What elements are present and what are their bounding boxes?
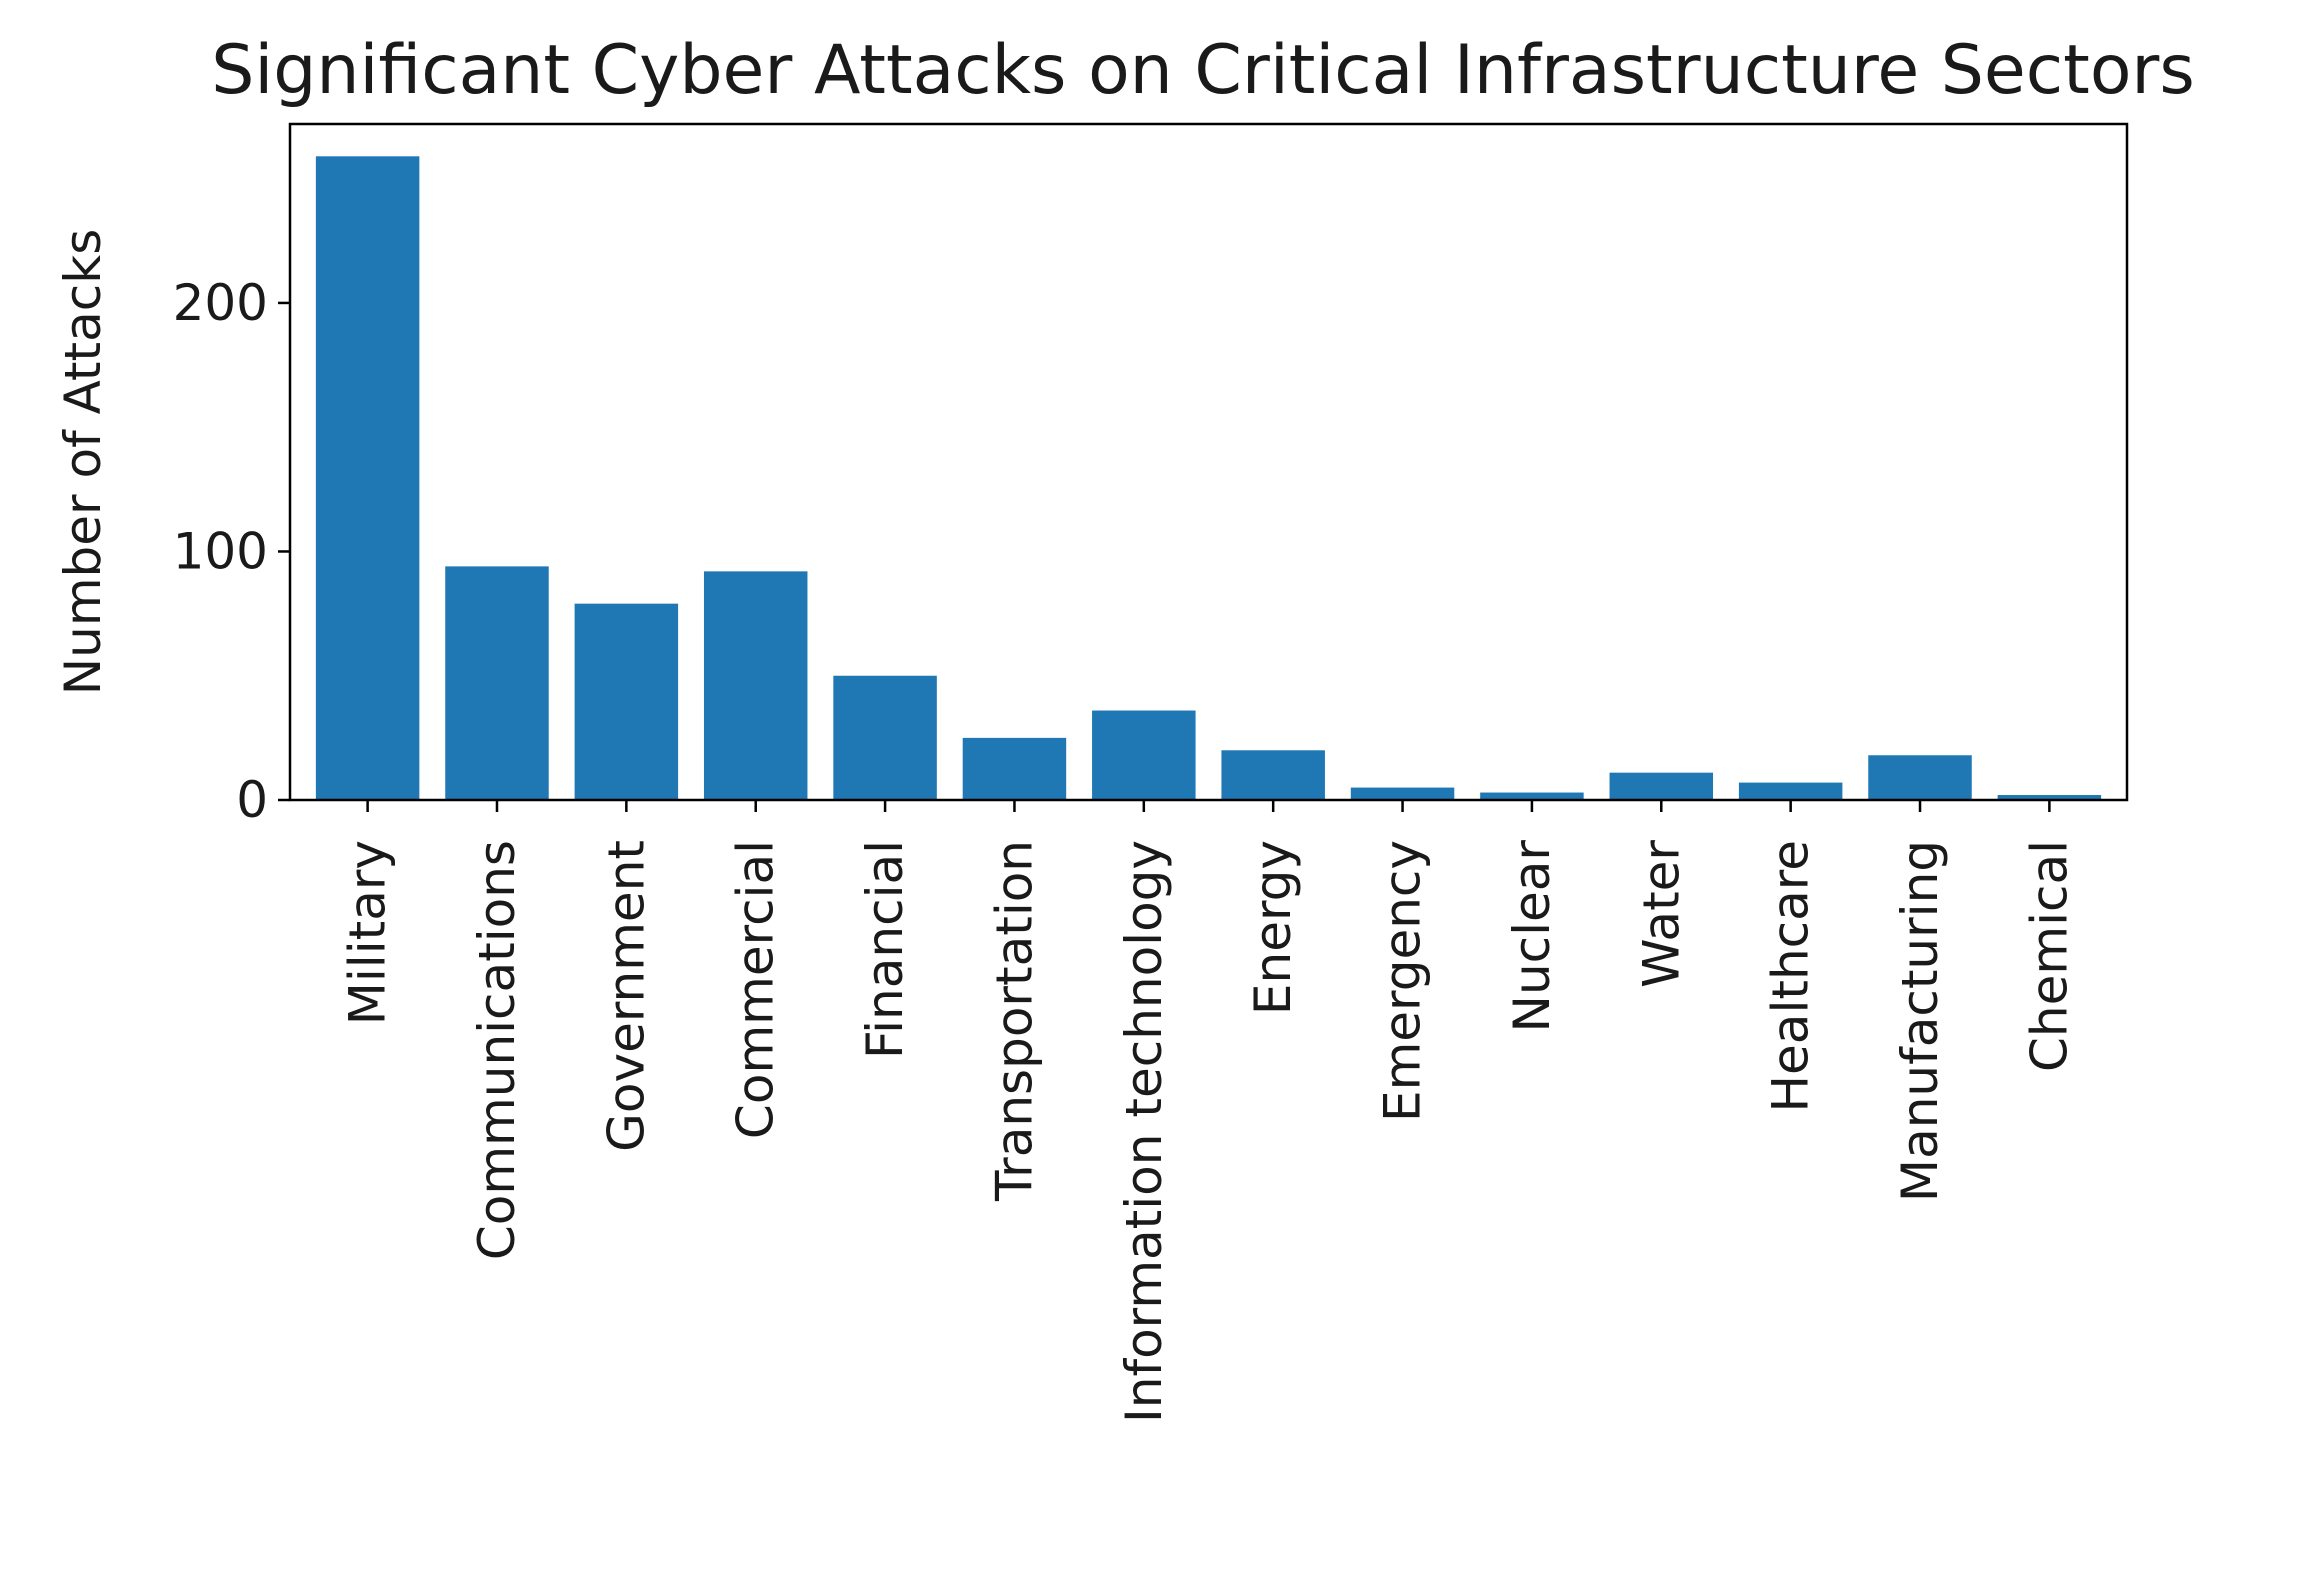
bar-financial (833, 675, 937, 800)
bar-transportation (962, 737, 1067, 800)
x-tick-label: Energy (1244, 840, 1302, 1015)
x-tick-label: Manufacturing (1891, 840, 1949, 1202)
x-tick-label: Commercial (727, 840, 785, 1139)
x-tick-label: Nuclear (1503, 840, 1561, 1033)
x-tick-label: Water (1632, 840, 1690, 988)
bar-nuclear (1480, 792, 1584, 800)
bar-information-technology (1092, 710, 1196, 800)
bar-communications (445, 566, 549, 800)
x-tick-label: Military (339, 840, 397, 1025)
x-tick-label: Financial (856, 840, 914, 1059)
chart-title: Significant Cyber Attacks on Critical In… (211, 31, 2195, 110)
x-tick-label: Emergency (1374, 840, 1432, 1122)
x-tick-label: Government (597, 840, 655, 1152)
x-tick-label: Healthcare (1762, 840, 1820, 1113)
bar-emergency (1350, 787, 1455, 800)
x-tick-label: Information technology (1115, 840, 1173, 1423)
bar-manufacturing (1868, 755, 1972, 800)
x-tick-label: Communications (468, 840, 526, 1260)
x-axis-ticks: Military Communications Government Commerci… (339, 800, 2078, 1423)
bar-government (574, 603, 679, 800)
plot-area-frame (288, 122, 2129, 802)
x-tick-label: Transportation (985, 840, 1043, 1202)
bar-energy (1221, 750, 1325, 800)
y-tick-label: 200 (173, 274, 268, 332)
bars-group (315, 156, 2102, 800)
y-tick-label: 0 (236, 771, 268, 829)
y-axis-label: Number of Attacks (54, 229, 112, 696)
y-tick-label: 100 (173, 522, 268, 580)
x-tick-label: Chemical (2020, 840, 2078, 1072)
y-axis-ticks: 0 100 200 (173, 274, 290, 829)
bar-commercial (703, 571, 808, 800)
bar-military (315, 156, 420, 800)
bar-healthcare (1738, 782, 1843, 800)
bar-chemical (1997, 795, 2102, 800)
bar-water (1609, 772, 1714, 800)
